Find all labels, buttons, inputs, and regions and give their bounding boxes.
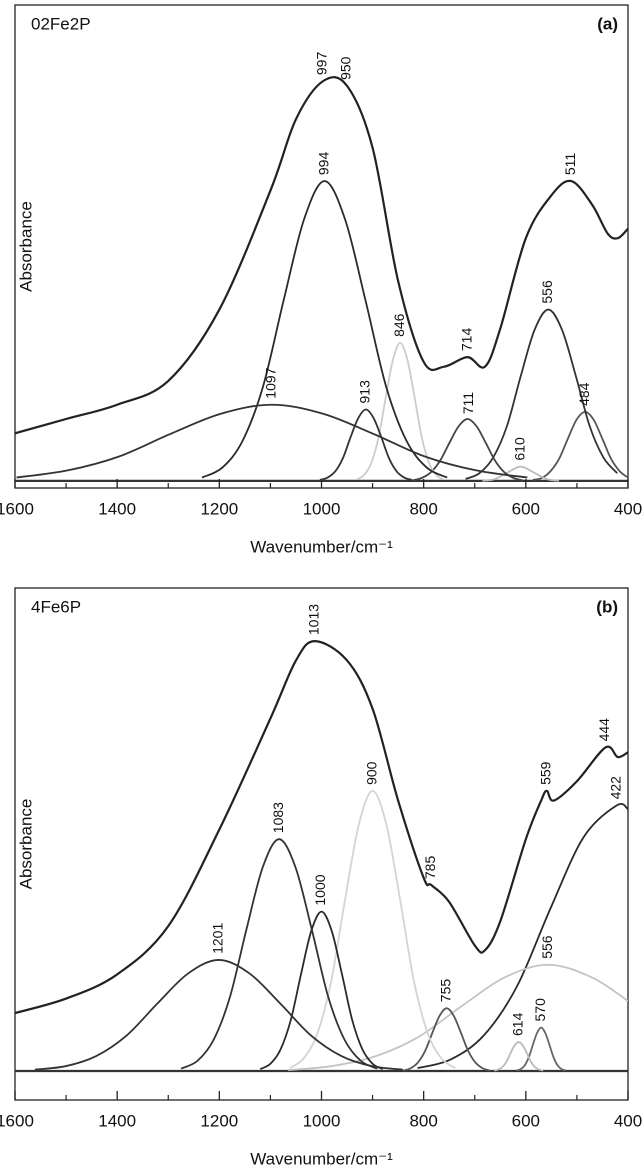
panel: 1600 1400 1200 1000 800 600 400 Wavenumber/cm⁻¹… (0, 587, 642, 1168)
peak-label: 511 (562, 153, 578, 176)
spectrum-curve (356, 341, 444, 481)
y-axis-title: Absorbance (16, 201, 35, 292)
peak-label: 614 (509, 1012, 525, 1036)
peak-label: 570 (532, 998, 548, 1022)
sample-name: 02Fe2P (31, 14, 91, 33)
x-tick-label: 1200 (200, 1111, 238, 1130)
x-tick-label: 600 (512, 499, 540, 518)
x-tick-label: 1200 (200, 499, 238, 518)
panel-label: (b) (596, 597, 618, 616)
x-tick-label: 400 (614, 499, 642, 518)
peak-label: 559 (538, 761, 554, 785)
x-axis-title: Wavenumber/cm⁻¹ (250, 1149, 393, 1168)
plot-area (15, 76, 628, 482)
peak-label: 913 (357, 380, 373, 404)
peak-label: 556 (539, 935, 555, 959)
x-tick-label: 1400 (98, 499, 136, 518)
spectrum-curve (417, 803, 628, 1069)
spectrum-curve (319, 408, 413, 481)
peak-label: 714 (458, 328, 474, 352)
spectrum-curve (180, 838, 378, 1070)
x-tick-label: 1400 (98, 1111, 136, 1130)
peak-label: 1013 (306, 604, 322, 635)
peak-label: 610 (511, 437, 527, 461)
peak-label: 556 (539, 280, 555, 304)
spectrum-curve (516, 1026, 566, 1072)
x-tick-label: 800 (409, 1111, 437, 1130)
peak-label: 1000 (312, 874, 328, 905)
spectrum-curve (287, 963, 628, 1071)
peak-label: 711 (460, 392, 476, 415)
x-tick-label: 1600 (0, 1111, 34, 1130)
spectrum-curve (465, 308, 618, 480)
y-axis-title: Absorbance (16, 799, 35, 890)
peak-label: 755 (437, 979, 453, 1003)
spectrum-curve (493, 1041, 544, 1072)
peak-label: 444 (596, 718, 612, 742)
panel: 1600 1400 1200 1000 800 600 400 Wavenumber/cm⁻¹… (0, 4, 642, 556)
spectrum-curve (201, 180, 448, 479)
spectrum-curve (532, 410, 628, 481)
spectrum-curve (289, 789, 456, 1069)
peak-label: 422 (608, 776, 624, 800)
sample-name: 4Fe6P (31, 597, 81, 616)
peak-label: 900 (363, 761, 379, 785)
spectrum-curve (259, 910, 384, 1070)
peak-label: 785 (422, 856, 438, 880)
spectrum-curve (34, 959, 403, 1071)
x-tick-label: 1000 (303, 499, 341, 518)
x-tick-label: 600 (512, 1111, 540, 1130)
x-axis-title: Wavenumber/cm⁻¹ (250, 537, 393, 556)
x-tick-label: 800 (409, 499, 437, 518)
x-tick-label: 1600 (0, 499, 34, 518)
peak-label: 994 (315, 152, 331, 176)
peak-label: 997 (314, 52, 330, 76)
spectrum-curve (15, 76, 628, 435)
x-tick-label: 400 (614, 1111, 642, 1130)
peak-label: 484 (576, 382, 592, 406)
spectrum-curve (15, 640, 628, 1015)
spectrum-curve (16, 403, 528, 479)
x-tick-label: 1000 (303, 1111, 341, 1130)
peak-label: 846 (391, 313, 407, 337)
peak-label: 1083 (270, 802, 286, 833)
spectrum-curve (482, 465, 560, 482)
peak-label: 1201 (210, 923, 226, 954)
plot-frame (14, 4, 629, 489)
plot-area (15, 640, 628, 1072)
panel-label: (a) (597, 14, 618, 33)
spectrum-curve (403, 1007, 490, 1072)
peak-label: 1097 (263, 367, 279, 398)
peak-label: 950 (338, 56, 354, 80)
spectrum-curve (412, 418, 523, 482)
